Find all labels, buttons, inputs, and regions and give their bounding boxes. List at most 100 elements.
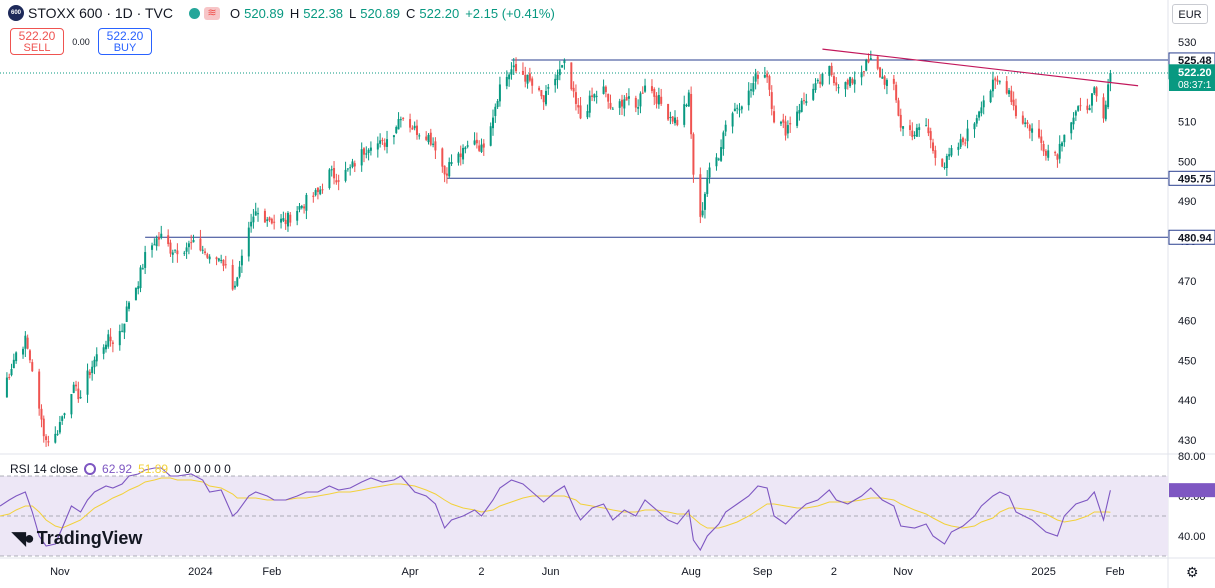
candle-body — [75, 384, 78, 387]
candle-body — [994, 78, 997, 81]
candle-body — [1072, 117, 1075, 125]
candle-body — [240, 255, 243, 266]
price-tick-label: 460 — [1178, 316, 1196, 328]
wave-icon[interactable]: ≋ — [203, 6, 220, 20]
candle-body — [932, 142, 935, 151]
candle-body — [383, 142, 386, 147]
candle-body — [950, 148, 953, 156]
candle-body — [1014, 105, 1017, 117]
time-axis: Nov 2024 Feb Apr 2 Jun Aug Sep 2 Nov 2025 Feb — [50, 566, 1124, 578]
candle-body — [978, 111, 981, 118]
candle-body — [625, 97, 628, 101]
candle-body — [190, 242, 193, 244]
candle-body — [72, 384, 75, 393]
candle-body — [750, 89, 753, 91]
candle-body — [206, 254, 209, 258]
candle-body — [975, 118, 978, 124]
rsi-label[interactable]: RSI 14 close — [10, 462, 79, 476]
candle-body — [531, 78, 534, 86]
candle-body — [1012, 99, 1015, 106]
candle-body — [862, 71, 865, 73]
candle-body — [591, 95, 594, 97]
candle-body — [715, 157, 718, 167]
candle-body — [803, 100, 806, 102]
gear-icon[interactable]: ⚙ — [1186, 564, 1199, 580]
symbol-title[interactable]: STOXX 600 · 1D · TVC — [28, 5, 173, 21]
candle-body — [844, 82, 847, 90]
candle-body — [982, 100, 985, 108]
candle-body — [763, 75, 766, 78]
candle-body — [1026, 122, 1029, 125]
candle-body — [966, 128, 969, 142]
candle-body — [961, 137, 964, 143]
candle-body — [528, 73, 531, 81]
candle-body — [1010, 90, 1013, 103]
candle-body — [959, 139, 962, 147]
candle-body — [395, 127, 398, 133]
candle-body — [478, 145, 481, 151]
candle-body — [5, 377, 8, 398]
candle-body — [660, 96, 663, 104]
candle-body — [673, 117, 676, 124]
candle-body — [369, 147, 372, 151]
market-status-icon[interactable] — [188, 7, 200, 19]
candle-body — [70, 394, 73, 415]
candle-body — [333, 168, 336, 179]
candle-body — [876, 56, 879, 69]
candle-body — [653, 89, 656, 97]
candle-body — [796, 111, 799, 126]
high-value: 522.38 — [303, 5, 344, 21]
price-tick-label: 500 — [1178, 156, 1196, 168]
candle-body — [1056, 154, 1059, 160]
candle-body — [139, 267, 142, 288]
currency-selector[interactable]: EUR — [1172, 4, 1208, 24]
rsi-settings-icon[interactable] — [84, 463, 97, 475]
candle-body — [595, 95, 598, 97]
level-high-label: 525.48 — [1178, 55, 1212, 67]
candle-body — [144, 252, 147, 268]
candle-body — [561, 65, 564, 68]
candle-body — [402, 117, 405, 119]
candle-body — [1079, 105, 1082, 107]
candle-body — [174, 249, 177, 251]
candle-body — [786, 125, 789, 134]
candle-body — [12, 359, 15, 369]
candle-body — [547, 87, 550, 89]
sell-button[interactable]: 522.20 SELL — [10, 28, 64, 55]
buy-button[interactable]: 522.20 BUY — [98, 28, 152, 55]
candle-body — [554, 78, 557, 86]
candle-body — [1047, 150, 1050, 158]
candle-body — [572, 87, 575, 92]
candle-body — [418, 135, 421, 137]
candle-body — [1104, 104, 1107, 120]
candle-body — [10, 369, 13, 376]
rsi-value: 62.92 — [102, 462, 133, 476]
candle-body — [284, 219, 287, 225]
candle-body — [798, 110, 801, 114]
candle-body — [199, 238, 202, 251]
candle-body — [344, 169, 347, 181]
candle-body — [38, 371, 41, 409]
candle-body — [171, 252, 174, 255]
candle-body — [257, 213, 260, 215]
candle-body — [63, 413, 66, 416]
candle-body — [208, 256, 211, 260]
time-tick-label: 2025 — [1031, 566, 1055, 578]
candle-body — [445, 173, 448, 176]
candle-body — [717, 158, 720, 160]
candle-body — [895, 84, 898, 101]
candle-body — [192, 239, 195, 243]
candle-body — [411, 127, 414, 130]
tradingview-logo[interactable]: ◥● TradingView — [12, 528, 142, 549]
symbol-badge[interactable]: 600 — [8, 5, 24, 21]
candle-body — [432, 143, 435, 145]
candle-body — [538, 87, 541, 91]
time-tick-label: Aug — [681, 566, 701, 578]
candle-body — [1040, 136, 1043, 143]
candle-body — [853, 79, 856, 85]
rsi-extra-values: 0 0 0 0 0 0 — [174, 462, 231, 476]
support-2-label: 480.94 — [1178, 232, 1213, 244]
candle-body — [312, 195, 315, 197]
time-tick-label: 2 — [478, 566, 484, 578]
